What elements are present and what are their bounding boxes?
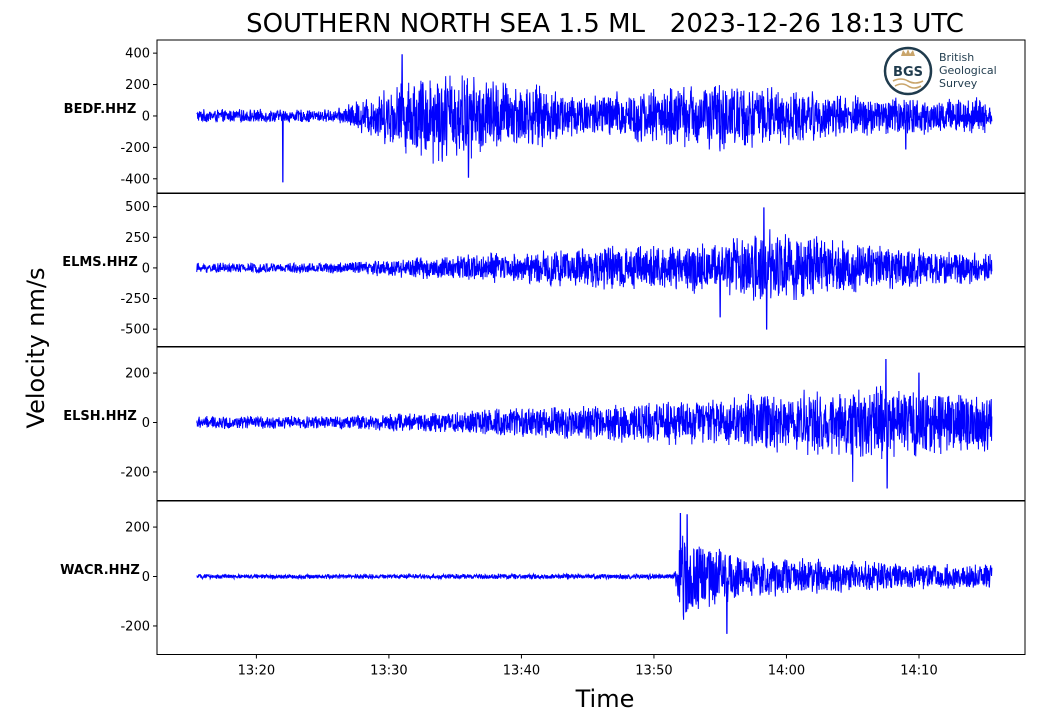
- panel-bedf-hhz: -400 -200 0 200 400 BEDF.HHZ: [64, 39, 1026, 194]
- y-tick-label: 0: [142, 109, 150, 124]
- station-label: BEDF.HHZ: [64, 102, 137, 117]
- y-tick-label: 250: [125, 231, 150, 246]
- y-tick-label: 200: [125, 78, 150, 93]
- x-axis: 13:20 13:30 13:40 13:50 14:00 14:10: [238, 654, 938, 679]
- bgs-logo-monogram: BGS: [893, 65, 923, 80]
- bgs-logo-line-1: British: [939, 51, 974, 64]
- waveform-bedf-hhz: [196, 54, 993, 183]
- y-tick-label: 400: [125, 47, 150, 62]
- panel-elms-hhz: -500 -250 0 250 500 ELMS.HHZ: [62, 192, 1026, 347]
- station-label: ELSH.HHZ: [63, 409, 137, 424]
- x-tick-label: 13:20: [238, 664, 275, 679]
- panel-frame: [156, 500, 1026, 655]
- y-tick-label: 0: [142, 570, 150, 585]
- bgs-logo-crown: [901, 49, 915, 56]
- x-axis-label: Time: [575, 685, 635, 713]
- y-tick-label: -200: [120, 619, 150, 634]
- y-axis-label: Velocity nm/s: [22, 268, 50, 429]
- station-label: ELMS.HHZ: [62, 255, 138, 270]
- y-tick-label: 0: [142, 416, 150, 431]
- y-tick-label: -400: [120, 172, 150, 187]
- panels: -400 -200 0 200 400 BEDF.HHZ -500 -250 0 250 500 EL…: [60, 39, 1026, 655]
- y-tick-label: 200: [125, 367, 150, 382]
- station-label: WACR.HHZ: [60, 563, 140, 578]
- y-tick-label: -200: [120, 465, 150, 480]
- x-tick-label: 14:10: [900, 664, 937, 679]
- y-tick-label: 0: [142, 261, 150, 276]
- y-tick-label: 500: [125, 200, 150, 215]
- bgs-logo-waves: [892, 78, 924, 89]
- y-tick-label: 200: [125, 521, 150, 536]
- panel-wacr-hhz: -200 0 200 WACR.HHZ: [60, 500, 1026, 655]
- waveform-elsh-hhz: [196, 358, 993, 489]
- x-tick-label: 13:50: [635, 664, 672, 679]
- y-tick-label: -200: [120, 141, 150, 156]
- chart-title: SOUTHERN NORTH SEA 1.5 ML 2023-12-26 18:…: [246, 9, 964, 39]
- x-tick-label: 13:40: [503, 664, 540, 679]
- waveform-elms-hhz: [196, 207, 993, 330]
- y-tick-label: -250: [120, 292, 150, 307]
- bgs-logo-line-2: Geological: [939, 64, 997, 77]
- panel-elsh-hhz: -200 0 200 ELSH.HHZ: [63, 346, 1026, 501]
- x-tick-label: 13:30: [370, 664, 407, 679]
- x-tick-label: 14:00: [768, 664, 805, 679]
- bgs-logo-line-3: Survey: [939, 77, 978, 90]
- waveform-wacr-hhz: [196, 512, 993, 634]
- bgs-logo: BGS British Geological Survey: [883, 46, 997, 96]
- y-tick-label: -500: [120, 323, 150, 338]
